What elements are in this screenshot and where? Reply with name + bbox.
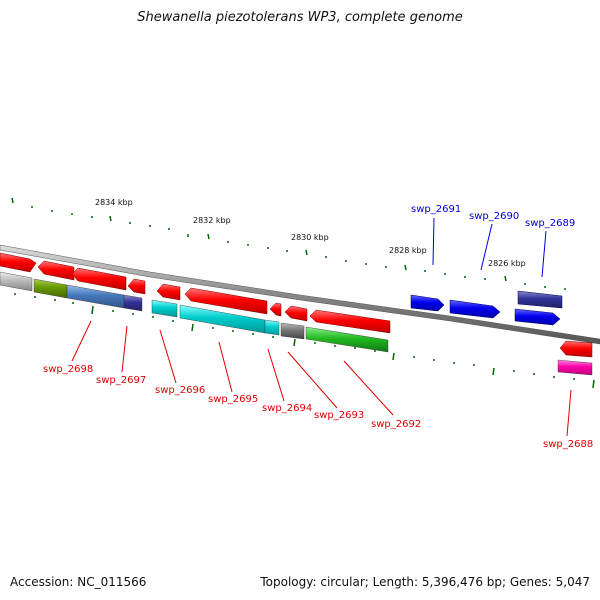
gene-arrow <box>284 305 308 322</box>
genome-stats-text: Topology: circular; Length: 5,396,476 bp… <box>260 575 590 589</box>
gene-block <box>0 271 33 292</box>
gene-arrow <box>71 267 127 291</box>
gene-arrow <box>269 302 282 317</box>
gene-arrow <box>156 283 181 301</box>
scale-tick <box>293 338 296 347</box>
scale-tick <box>592 379 595 389</box>
forward-genes <box>410 290 563 326</box>
scale-tick <box>305 249 308 256</box>
gene-arrow <box>517 290 563 309</box>
scale-label: 2830 kbp <box>291 233 329 242</box>
category-blocks <box>0 271 593 376</box>
gene-arrow <box>309 309 391 334</box>
leader-line <box>71 320 92 362</box>
leader-line <box>121 325 128 373</box>
scale-tick <box>207 233 210 240</box>
scale-tick <box>392 352 395 361</box>
gene-label: swp_2694 <box>262 403 312 414</box>
genome-backbone <box>0 244 600 345</box>
scale-tick <box>404 264 407 271</box>
scale-tick <box>191 323 194 332</box>
leader-line <box>218 341 233 393</box>
map-title: Shewanella piezotolerans WP3, complete g… <box>137 10 463 25</box>
gene-arrow <box>127 278 146 295</box>
leader-lines-blue <box>432 217 547 278</box>
gene-arrow <box>37 260 75 281</box>
leader-line <box>159 329 177 384</box>
leader-line <box>541 230 547 278</box>
gene-label: swp_2690 <box>469 211 519 222</box>
gene-block <box>557 359 593 376</box>
scale-label: 2834 kbp <box>95 198 133 207</box>
scale-label: 2826 kbp <box>488 259 526 268</box>
gene-block <box>305 326 389 353</box>
gene-label: swp_2689 <box>525 218 575 229</box>
scale-tick <box>91 305 94 315</box>
leader-lines-red <box>71 320 572 437</box>
accession-text: Accession: NC_011566 <box>10 575 147 589</box>
gene-arrow <box>0 252 37 273</box>
gene-label: swp_2697 <box>96 375 146 386</box>
gene-arrow <box>410 294 445 312</box>
scale-ticks-outer <box>11 197 566 290</box>
scale-ticks-inner <box>14 293 595 389</box>
gene-arrow <box>559 340 593 358</box>
scale-tick <box>504 275 507 282</box>
reverse-genes-row1 <box>0 252 593 358</box>
scale-tick <box>11 197 14 204</box>
gene-labels-forward: swp_2691 swp_2690 swp_2689 <box>411 204 575 229</box>
leader-line <box>287 351 338 409</box>
gene-block <box>123 294 143 312</box>
gene-block <box>33 278 68 299</box>
scale-label: 2832 kbp <box>193 216 231 225</box>
scale-labels: 2834 kbp 2832 kbp 2830 kbp 2828 kbp 2826… <box>95 198 526 268</box>
gene-label: swp_2692 <box>371 419 421 430</box>
gene-label: swp_2693 <box>314 410 364 421</box>
gene-block <box>264 319 280 336</box>
gene-label: swp_2696 <box>155 385 205 396</box>
gene-block <box>280 322 305 340</box>
gene-arrow <box>184 287 268 315</box>
gene-label: swp_2691 <box>411 204 461 215</box>
gene-label: swp_2695 <box>208 394 258 405</box>
leader-line <box>432 217 435 266</box>
scale-tick <box>109 215 112 222</box>
scale-label: 2828 kbp <box>389 246 427 255</box>
gene-label: swp_2698 <box>43 364 93 375</box>
gene-arrow <box>449 299 501 319</box>
gene-arrow <box>514 308 561 326</box>
gene-labels-reverse: swp_2698 swp_2697 swp_2696 swp_2695 swp_… <box>43 364 593 450</box>
leader-line <box>480 223 493 271</box>
leader-line <box>267 348 285 402</box>
leader-line <box>566 389 572 437</box>
gene-block <box>66 284 125 309</box>
scale-tick <box>492 367 495 376</box>
gene-block <box>151 299 178 318</box>
leader-line <box>343 360 394 416</box>
gene-label: swp_2688 <box>543 439 593 450</box>
